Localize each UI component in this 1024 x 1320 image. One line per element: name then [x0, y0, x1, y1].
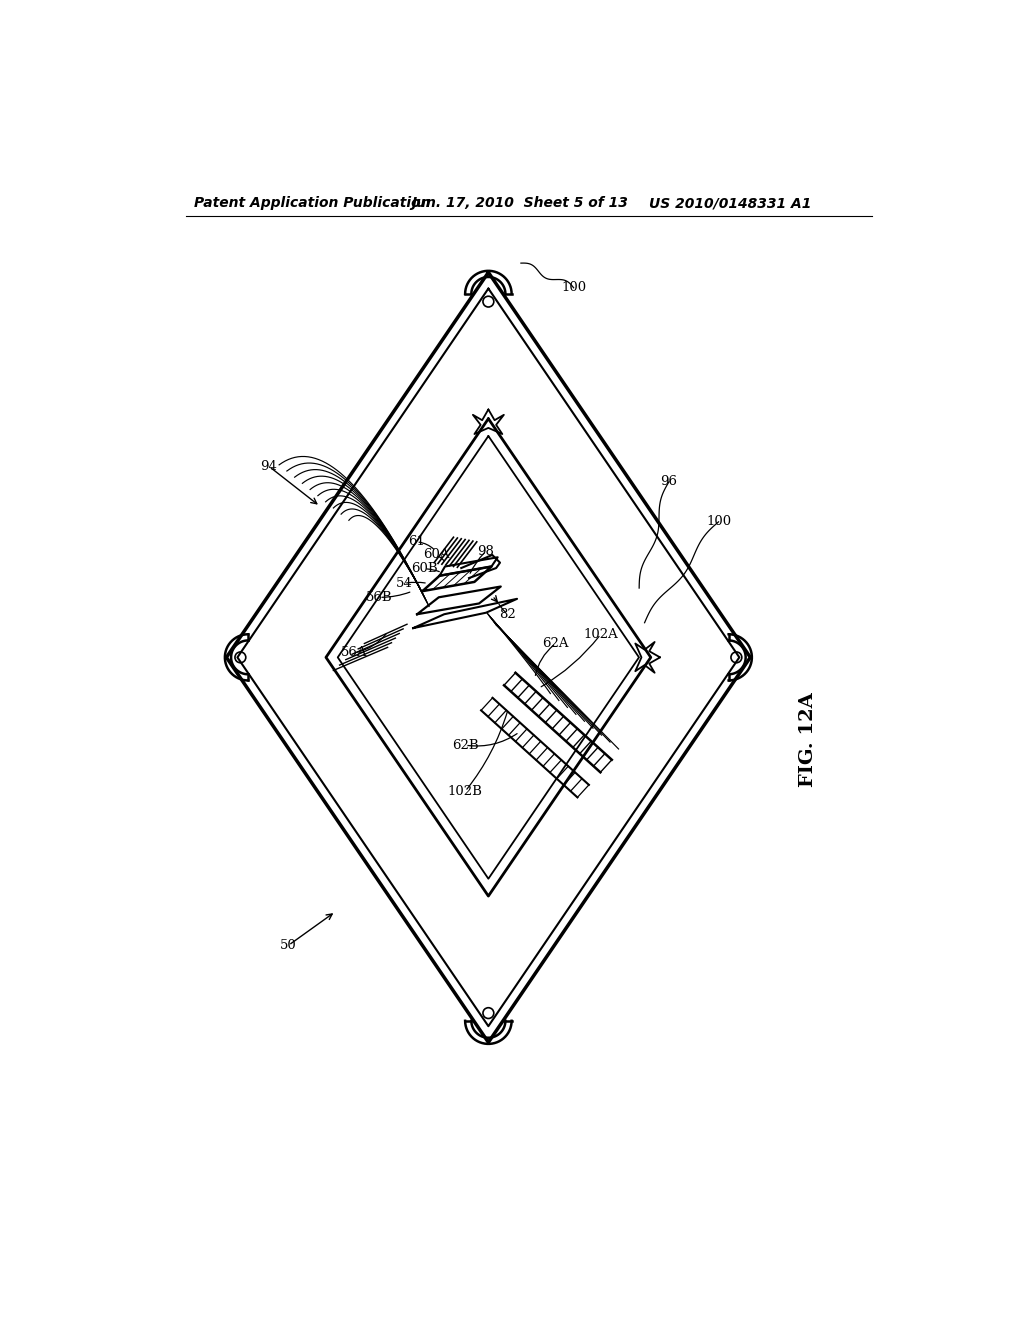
Text: 56A: 56A: [341, 647, 368, 659]
Text: 60A: 60A: [423, 548, 450, 561]
Text: 102A: 102A: [584, 628, 618, 640]
Text: 61: 61: [408, 536, 425, 548]
Text: 82: 82: [500, 607, 516, 620]
Text: 100: 100: [706, 515, 731, 528]
Text: 62A: 62A: [543, 638, 569, 649]
Text: 54: 54: [395, 577, 413, 590]
Text: 62B: 62B: [452, 739, 478, 751]
Text: 60B: 60B: [411, 562, 437, 576]
Text: 56B: 56B: [366, 591, 392, 603]
Text: FIG. 12A: FIG. 12A: [800, 693, 817, 787]
Text: 100: 100: [561, 281, 586, 294]
Text: 94: 94: [261, 459, 278, 473]
Text: Jun. 17, 2010  Sheet 5 of 13: Jun. 17, 2010 Sheet 5 of 13: [411, 197, 628, 210]
Text: 98: 98: [477, 545, 495, 557]
Text: 102B: 102B: [447, 785, 482, 797]
Text: US 2010/0148331 A1: US 2010/0148331 A1: [649, 197, 811, 210]
Text: 50: 50: [280, 939, 297, 952]
Text: 96: 96: [660, 475, 678, 488]
Text: Patent Application Publication: Patent Application Publication: [194, 197, 430, 210]
